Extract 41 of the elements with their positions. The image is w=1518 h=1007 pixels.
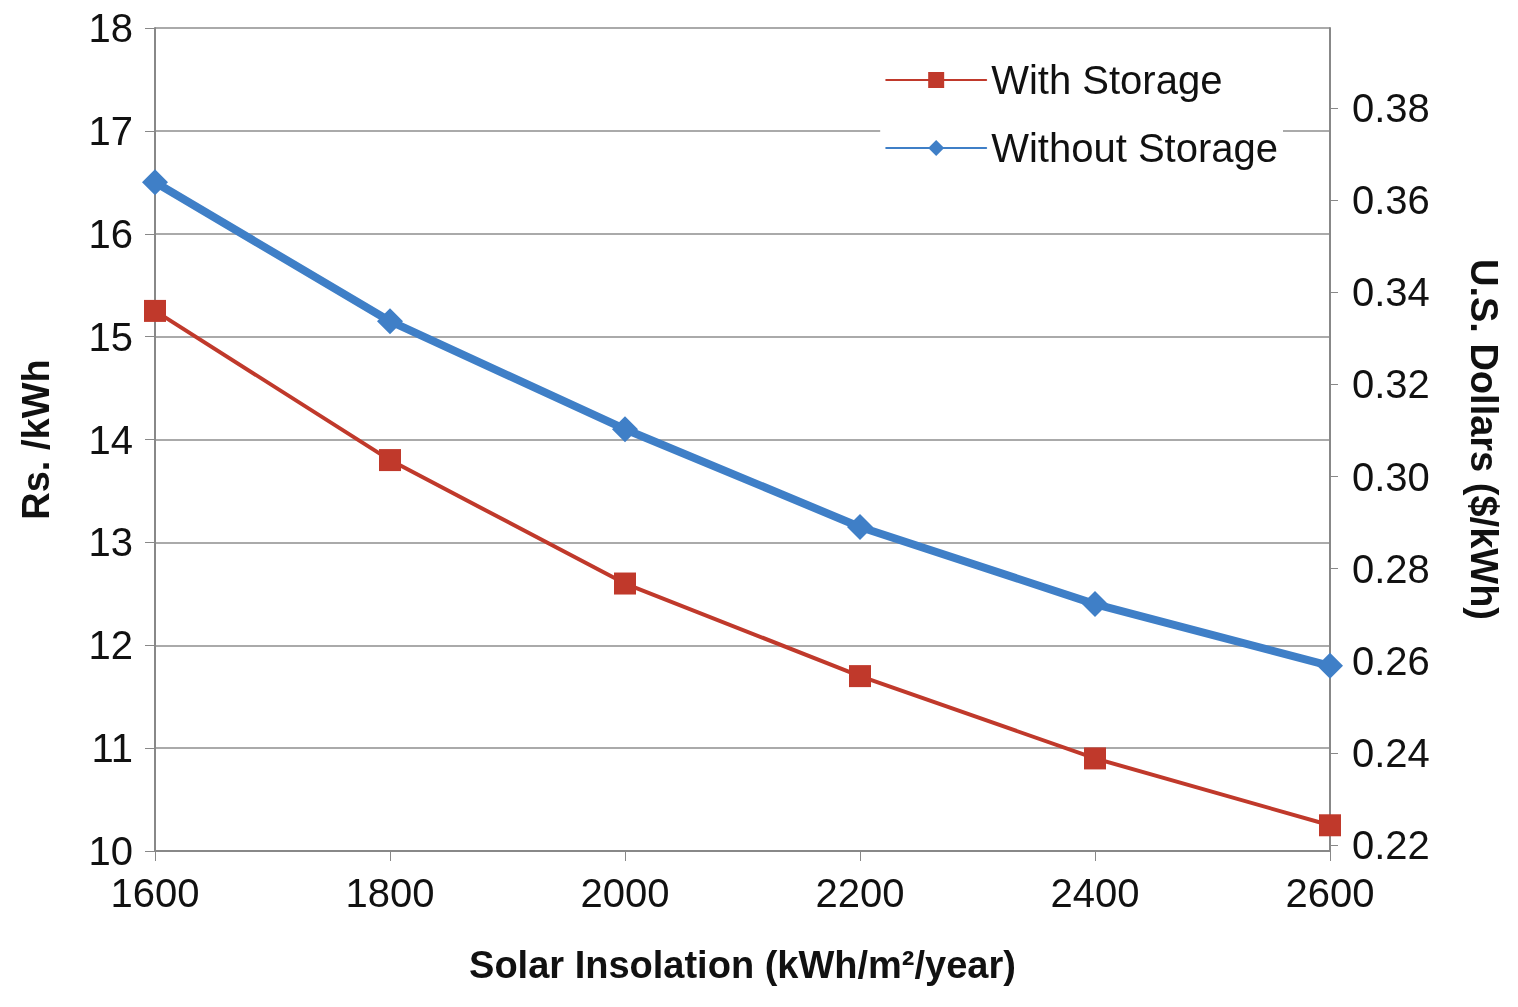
y-tick-label: 11 <box>91 726 133 771</box>
y2-tick-label: 0.26 <box>1352 638 1430 683</box>
x-tick-label: 2200 <box>815 871 905 915</box>
point <box>379 449 401 472</box>
y2-tick-label: 0.24 <box>1352 730 1430 775</box>
point <box>1317 652 1343 679</box>
x-axis-title: Solar Insolation (kWh/m²/year) <box>469 944 1016 986</box>
y2-tick-label: 0.22 <box>1352 823 1430 868</box>
y2-tick-label: 0.34 <box>1352 270 1430 315</box>
x-tick-label: 1600 <box>110 871 200 915</box>
y-tick-label: 14 <box>88 417 133 462</box>
point <box>1084 747 1106 770</box>
point <box>377 308 403 335</box>
y2-tick-label: 0.38 <box>1352 86 1430 131</box>
y2-axis-title: U.S. Dollars ($/kWh) <box>1463 258 1505 621</box>
x-tick-label: 2600 <box>1285 871 1375 915</box>
y2-tick-label: 0.36 <box>1352 178 1430 223</box>
y-tick-label: 16 <box>88 211 133 256</box>
y-tick-label: 12 <box>88 623 133 668</box>
y-tick-label: 13 <box>88 520 133 565</box>
point <box>1319 814 1341 837</box>
x-tick-label: 1800 <box>345 871 435 915</box>
y-tick-label: 10 <box>88 829 133 873</box>
point <box>144 299 166 322</box>
x-tick-label: 2000 <box>580 871 670 915</box>
legend-label: Without Storage <box>991 126 1279 170</box>
x-tick-label: 2400 <box>1050 871 1140 915</box>
y-tick-label: 17 <box>88 108 133 153</box>
point <box>849 665 871 688</box>
y-tick-label: 15 <box>88 314 133 359</box>
point <box>142 169 168 196</box>
y-axis-title: Rs. /kWh <box>15 359 57 520</box>
point <box>614 572 636 595</box>
y2-tick-label: 0.30 <box>1352 454 1430 499</box>
point <box>1082 591 1108 618</box>
point <box>612 416 638 443</box>
y2-tick-label: 0.28 <box>1352 546 1430 591</box>
legend-label: With Storage <box>991 58 1223 102</box>
y2-tick-label: 0.32 <box>1352 362 1430 407</box>
point <box>847 513 873 540</box>
y-tick-label: 18 <box>88 6 133 50</box>
